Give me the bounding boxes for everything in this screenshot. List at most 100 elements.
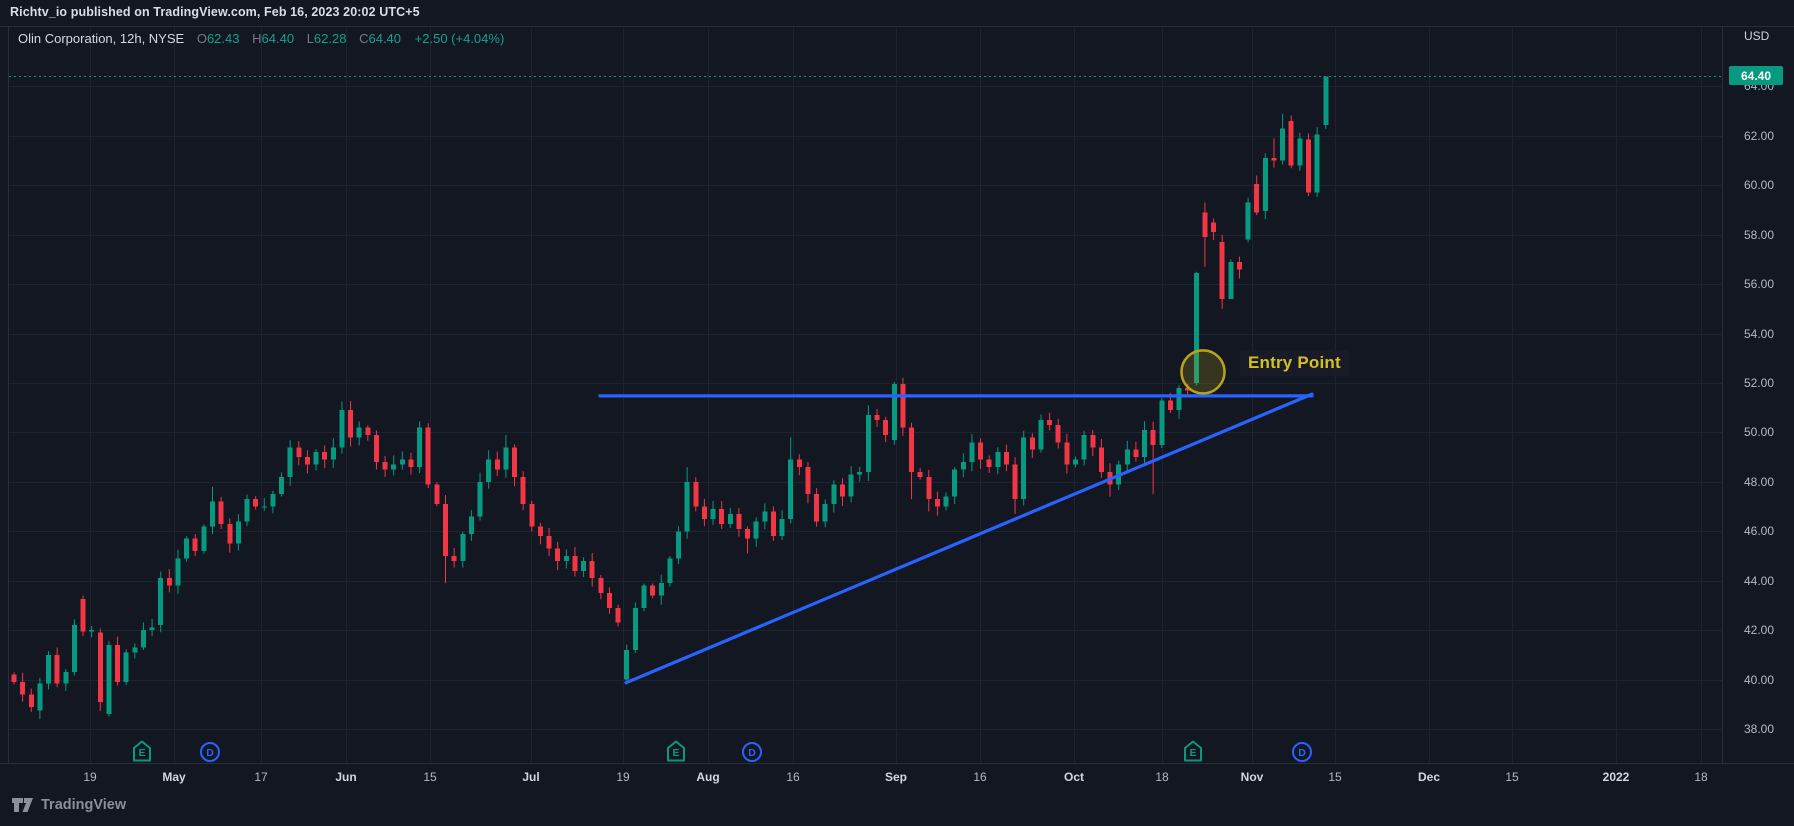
candle [425, 427, 431, 485]
price-axis-label: 40.00 [1744, 672, 1775, 687]
candle [831, 484, 837, 505]
candle [460, 533, 466, 561]
open-value: 62.43 [206, 31, 240, 46]
candle [270, 494, 276, 507]
candle [943, 496, 949, 507]
entry-point-circle[interactable] [1180, 349, 1226, 395]
candle [71, 625, 77, 673]
trendline-ascending-support[interactable] [624, 392, 1314, 685]
candle [779, 518, 785, 537]
candle [1124, 449, 1130, 465]
candle [1012, 464, 1018, 500]
candle [1219, 242, 1225, 299]
svg-text:D: D [748, 747, 756, 759]
time-axis-label: 2022 [1602, 770, 1630, 784]
candle [934, 499, 940, 507]
candle [909, 427, 915, 472]
candle [546, 536, 552, 549]
candle [1245, 202, 1251, 240]
candle [330, 447, 336, 460]
candle [822, 504, 828, 522]
candle [209, 501, 215, 527]
svg-text:D: D [206, 747, 214, 759]
candle [443, 504, 448, 556]
earnings-marker-icon[interactable]: E [667, 740, 685, 762]
candle [287, 447, 293, 477]
candle [883, 420, 889, 435]
candle [1055, 425, 1061, 443]
candle [865, 415, 871, 472]
candle [408, 459, 414, 468]
close-label: C [359, 31, 369, 46]
candle [1038, 420, 1044, 450]
dividend-marker-icon[interactable]: D [742, 742, 762, 762]
candle [11, 674, 17, 683]
price-axis-label: 48.00 [1744, 474, 1775, 489]
candle [218, 501, 224, 524]
price-axis-label: 56.00 [1744, 277, 1775, 292]
time-axis-label: Aug [696, 770, 720, 784]
candle [106, 644, 112, 715]
candle [615, 607, 621, 623]
publish-attribution: Richtv_io published on TradingView.com, … [10, 5, 420, 19]
tradingview-logo-icon [12, 798, 33, 812]
candle [839, 484, 845, 497]
candle [123, 652, 129, 683]
candle [1202, 212, 1208, 238]
candle [1236, 261, 1242, 270]
low-label: L [306, 31, 314, 46]
candle [37, 683, 43, 711]
svg-text:E: E [1189, 747, 1196, 759]
svg-text:D: D [1298, 747, 1306, 759]
entry-point-label[interactable]: Entry Point [1240, 350, 1349, 376]
candle [477, 481, 483, 517]
earnings-marker-icon[interactable]: E [133, 740, 151, 762]
time-axis-label: Dec [1417, 770, 1441, 784]
candle [606, 593, 612, 608]
candle [1029, 437, 1035, 450]
price-axis-label: 42.00 [1744, 623, 1775, 638]
candle [710, 509, 716, 519]
dividend-marker-icon[interactable]: D [1292, 742, 1312, 762]
candle [227, 523, 233, 544]
candle [1176, 387, 1182, 411]
candle [46, 654, 52, 684]
candle [115, 644, 121, 683]
candle [650, 585, 656, 596]
dividend-marker-icon[interactable]: D [200, 742, 220, 762]
candle [1142, 429, 1148, 458]
tradingview-footer: TradingView [12, 797, 126, 813]
candle [684, 481, 690, 532]
candle [960, 462, 966, 470]
candle [468, 516, 474, 534]
candle [304, 457, 310, 465]
price-axis-label: 44.00 [1744, 573, 1775, 588]
candle [184, 538, 190, 559]
candle [1288, 121, 1294, 166]
candle [572, 555, 578, 571]
candle [1314, 134, 1320, 193]
price-axis-label: 52.00 [1744, 376, 1775, 390]
candle [322, 452, 328, 460]
time-axis-label: 18 [1155, 770, 1169, 784]
candle [494, 459, 500, 470]
candle [529, 504, 535, 527]
high-label: H [252, 31, 262, 46]
candle [563, 555, 569, 561]
candle [348, 410, 354, 438]
time-axis-label: 19 [616, 770, 630, 784]
candle [28, 694, 34, 707]
svg-text:E: E [672, 747, 679, 759]
candle [1133, 449, 1139, 458]
candle [555, 548, 561, 561]
candle [917, 471, 923, 477]
candle [581, 560, 587, 571]
candle [1323, 76, 1329, 126]
earnings-marker-icon[interactable]: E [1184, 740, 1202, 762]
symbol-title[interactable]: Olin Corporation, 12h, NYSE [18, 31, 185, 46]
svg-text:E: E [138, 747, 145, 759]
high-value: 64.40 [261, 31, 295, 46]
candle [589, 560, 595, 579]
candle [1306, 139, 1311, 193]
